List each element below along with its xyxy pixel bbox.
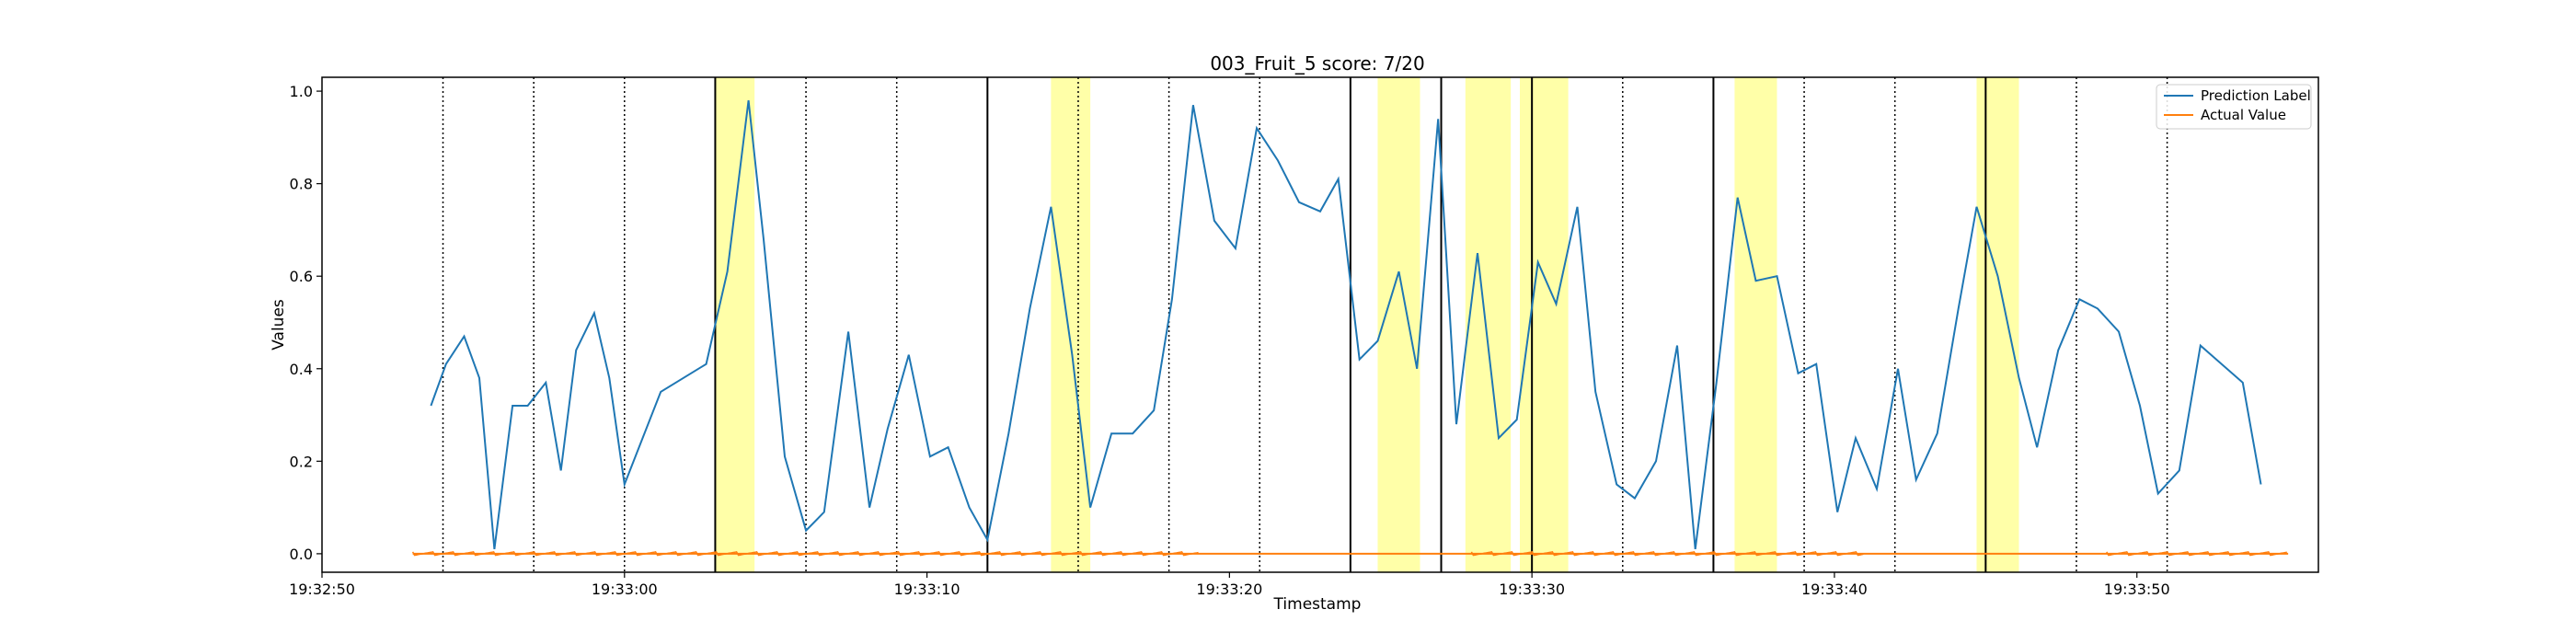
y-tick-label: 0.2 <box>290 453 313 470</box>
y-tick-label: 0.4 <box>290 361 313 378</box>
actual-value-noise <box>411 551 1199 557</box>
x-tick-label: 19:33:10 <box>894 581 960 598</box>
chart-title: 003_Fruit_5 score: 7/20 <box>1210 52 1424 75</box>
highlight-region <box>1734 77 1777 572</box>
x-axis-label: Timestamp <box>1273 595 1362 614</box>
actual-value-noise <box>1470 551 1864 557</box>
highlight-regions <box>715 77 2019 572</box>
x-tick-label: 19:33:00 <box>592 581 658 598</box>
y-axis-label: Values <box>270 299 288 351</box>
plot-frame <box>321 76 2319 573</box>
highlight-region <box>1377 77 1420 572</box>
x-tick-label: 19:33:40 <box>1801 581 1868 598</box>
highlight-region <box>1465 77 1512 572</box>
x-tick-label: 19:33:20 <box>1196 581 1262 598</box>
prediction-line <box>430 99 2262 550</box>
highlight-region <box>1976 77 2019 572</box>
x-tick-label: 19:32:50 <box>289 581 355 598</box>
legend-prediction-label: Prediction Label <box>2201 87 2311 104</box>
x-axis: 19:32:50 19:33:00 19:33:10 19:33:20 19:33:30… <box>289 572 2170 598</box>
y-tick-label: 0.0 <box>290 546 313 563</box>
legend: Prediction Label Actual Value <box>2156 84 2312 130</box>
legend-actual-label: Actual Value <box>2201 107 2286 123</box>
y-tick-label: 1.0 <box>290 83 313 100</box>
y-tick-label: 0.6 <box>290 268 313 285</box>
x-tick-label: 19:33:50 <box>2104 581 2170 598</box>
highlight-region <box>715 77 755 572</box>
y-tick-label: 0.8 <box>290 176 313 193</box>
highlight-region <box>1520 77 1569 572</box>
series-layer <box>411 99 2289 557</box>
highlight-region <box>1051 77 1091 572</box>
x-tick-label: 19:33:30 <box>1499 581 1565 598</box>
legend-box <box>2156 84 2312 130</box>
actual-value-noise <box>2106 551 2287 557</box>
y-axis: 0.0 0.2 0.4 0.6 0.8 1.0 <box>290 83 322 563</box>
